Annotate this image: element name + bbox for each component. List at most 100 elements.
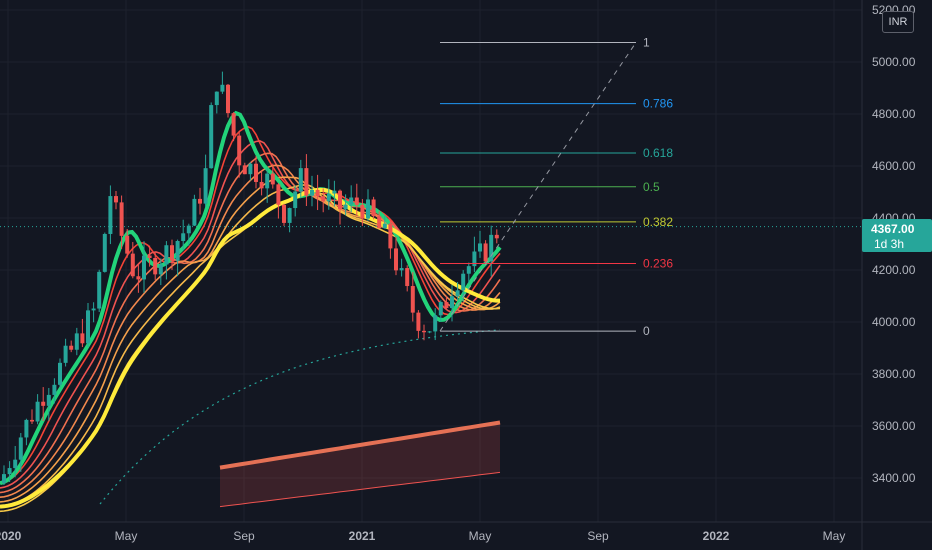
candle-body bbox=[80, 333, 85, 344]
x-tick-label: May bbox=[823, 529, 846, 543]
candle-body bbox=[427, 331, 432, 333]
candle-body bbox=[35, 401, 40, 422]
candle-body bbox=[394, 248, 398, 271]
fib-level-label: 1 bbox=[643, 36, 650, 50]
y-tick-label: 3400.00 bbox=[872, 471, 916, 485]
candle-body bbox=[237, 135, 242, 166]
candle-body bbox=[354, 197, 359, 205]
candle-body bbox=[466, 266, 471, 274]
candle-body bbox=[125, 235, 130, 254]
candle-body bbox=[248, 163, 253, 175]
long-ma-band bbox=[220, 422, 500, 507]
candle-body bbox=[147, 255, 152, 259]
candle-body bbox=[483, 243, 488, 262]
candle-body bbox=[63, 345, 68, 363]
candle-body bbox=[181, 233, 186, 242]
candle-body bbox=[410, 286, 415, 313]
y-tick-label: 4000.00 bbox=[872, 315, 916, 329]
x-tick-label: Sep bbox=[587, 529, 609, 543]
ema-fast-green bbox=[0, 110, 502, 486]
fib-level-label: 0.236 bbox=[643, 257, 673, 271]
candle-body bbox=[371, 199, 376, 217]
candle-body bbox=[259, 181, 264, 189]
candle-body bbox=[360, 204, 365, 219]
candle-body bbox=[310, 189, 314, 196]
ema-slow-yellow bbox=[0, 187, 500, 509]
candle-body bbox=[46, 394, 51, 406]
x-tick-label: 2020 bbox=[0, 529, 22, 543]
candle-body bbox=[158, 264, 163, 275]
candle-body bbox=[74, 333, 79, 350]
candle-body bbox=[30, 419, 34, 422]
candle-body bbox=[192, 198, 197, 226]
y-tick-label: 3800.00 bbox=[872, 367, 916, 381]
candle-body bbox=[198, 198, 202, 204]
candle-body bbox=[270, 173, 275, 185]
candle-body bbox=[478, 243, 482, 252]
candle-body bbox=[382, 223, 387, 229]
candle-body bbox=[494, 234, 499, 239]
candle-body bbox=[97, 271, 102, 309]
candle-body bbox=[142, 255, 146, 280]
candle-body bbox=[102, 233, 107, 272]
candle-body bbox=[315, 189, 320, 197]
x-tick-label: Sep bbox=[233, 529, 255, 543]
ma-dotted bbox=[99, 329, 501, 505]
candle-body bbox=[164, 245, 169, 265]
fib-level-label: 0.786 bbox=[643, 97, 673, 111]
x-tick-label: 2021 bbox=[349, 529, 376, 543]
candle-body bbox=[422, 330, 426, 333]
candle-body bbox=[136, 276, 141, 280]
candle-body bbox=[108, 196, 113, 234]
candle-body bbox=[416, 312, 421, 331]
x-tick-label: May bbox=[469, 529, 492, 543]
time-axis[interactable]: 2020 May Sep 2021 May Sep 2022 May bbox=[0, 529, 845, 543]
candle-body bbox=[226, 84, 230, 114]
currency-badge[interactable]: INR bbox=[882, 11, 914, 33]
fib-level-label: 0.5 bbox=[643, 180, 660, 194]
candle-body bbox=[254, 163, 258, 182]
fib-trend-line bbox=[439, 42, 637, 332]
y-tick-label: 4800.00 bbox=[872, 107, 916, 121]
ema-ribbon-line bbox=[0, 140, 501, 489]
long-ma-lower bbox=[219, 471, 501, 508]
candle-body bbox=[203, 168, 208, 204]
candle-body bbox=[231, 113, 236, 136]
long-ma-line bbox=[219, 420, 501, 470]
fib-retracement[interactable]: 1 0.786 0.618 0.5 0.382 0.236 0 bbox=[439, 36, 673, 339]
candle-body bbox=[52, 384, 57, 395]
candle-body bbox=[13, 459, 18, 469]
candle-body bbox=[455, 290, 460, 297]
ema-ribbon bbox=[0, 110, 502, 513]
candle-body bbox=[472, 251, 477, 267]
x-tick-label: May bbox=[115, 529, 138, 543]
candle-body bbox=[7, 468, 12, 475]
candle-body bbox=[349, 197, 354, 205]
candle-body bbox=[209, 105, 214, 169]
candle-body bbox=[41, 401, 46, 406]
candle-body bbox=[18, 437, 23, 460]
candle-body bbox=[332, 190, 337, 194]
candle-body bbox=[170, 245, 174, 261]
candle-body bbox=[298, 168, 303, 192]
candle-body bbox=[58, 362, 62, 385]
candle-body bbox=[242, 165, 247, 175]
candle-body bbox=[293, 191, 298, 209]
y-tick-label: 5000.00 bbox=[872, 55, 916, 69]
last-price-badge: 4367.00 1d 3h bbox=[862, 219, 932, 252]
candle-body bbox=[338, 190, 342, 210]
last-price-value: 4367.00 bbox=[871, 222, 915, 236]
candle-body bbox=[450, 296, 454, 309]
candle-body bbox=[399, 268, 404, 271]
ema-ribbon-line bbox=[0, 125, 501, 484]
bar-countdown: 1d 3h bbox=[874, 237, 905, 251]
candle-body bbox=[86, 310, 90, 344]
fib-level-label: 0 bbox=[643, 324, 650, 338]
candle-body bbox=[461, 273, 466, 291]
candle-body bbox=[186, 225, 191, 234]
fib-level-label: 0.618 bbox=[643, 146, 673, 160]
candle-body bbox=[119, 202, 124, 236]
candle-body bbox=[405, 268, 410, 287]
